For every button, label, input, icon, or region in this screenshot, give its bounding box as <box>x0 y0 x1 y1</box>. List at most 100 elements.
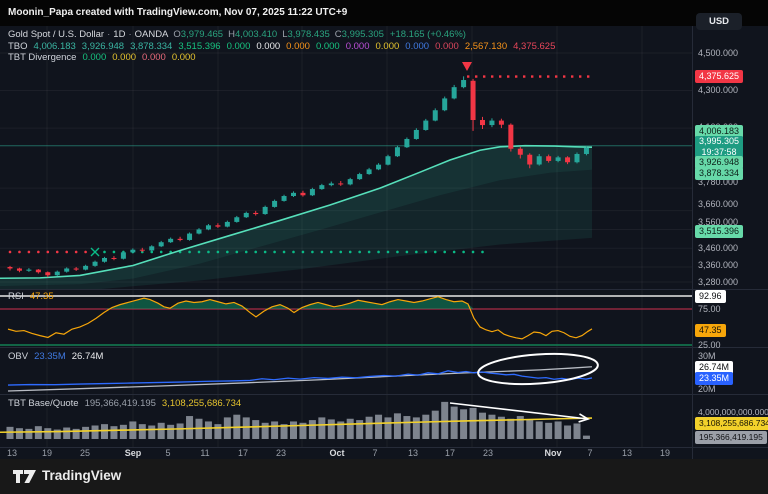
ohlc-key: L <box>282 29 288 40</box>
legend-value: 0.000 <box>256 40 281 52</box>
price-scale-label: 3,460.000 <box>698 243 739 253</box>
time-axis-label: 19 <box>41 448 52 458</box>
ohlc-values: O3,979.465 H4,003.410 L3,978.435 C3,995.305 <box>168 29 384 40</box>
price-scale-label: 3,360.000 <box>698 260 739 270</box>
tbt-label[interactable]: TBT Base/Quote <box>8 398 79 409</box>
ohlc-key: C <box>334 29 342 40</box>
tbo-legend-row: TBO 4,006.183 3,926.948 3,878.334 3,515.396 0… <box>8 41 555 53</box>
price-scale-label: 3,280.000 <box>698 277 739 287</box>
time-axis-label: 7 <box>587 448 593 458</box>
ohlc-value: 4,003.410 <box>234 29 278 40</box>
price-badge: 3,878.334 <box>695 166 744 180</box>
pane-separator[interactable] <box>0 447 768 448</box>
time-axis-label: 23 <box>275 448 286 458</box>
legend-value: 3,926.948 <box>81 40 125 52</box>
time-axis-label: 17 <box>444 448 455 458</box>
footer-bar: TradingView <box>0 459 768 494</box>
price-badge: 47.35 <box>695 323 726 337</box>
legend-value: 0.000 <box>82 52 107 63</box>
rsi-pane-label: RSI 47.35 <box>8 291 60 302</box>
pane-separator[interactable] <box>0 394 768 395</box>
legend: Gold Spot / U.S. Dollar · 1D · OANDA O3,979.4… <box>8 29 555 64</box>
price-scale-label: 75.00 <box>698 304 721 314</box>
tbt-quote-value: 3,108,255,686.734 <box>161 398 242 409</box>
tbo-indicator-label[interactable]: TBO <box>8 40 28 52</box>
obv-pane-label: OBV 23.35M 26.74M <box>8 351 109 362</box>
pane-separator[interactable] <box>0 347 768 348</box>
price-scale-label: 4,500.000 <box>698 48 739 58</box>
legend-value: 0.000 <box>226 40 251 52</box>
legend-value: 4,375.625 <box>513 40 556 52</box>
price-scale-label: 3,660.000 <box>698 199 739 209</box>
price-badge: 4,006.183 <box>695 124 744 138</box>
rsi-value: 47.35 <box>29 291 54 302</box>
legend-value: 0.000 <box>405 40 430 52</box>
currency-button[interactable]: USD <box>696 13 742 30</box>
price-badge: 26.74M <box>695 360 734 374</box>
change-value: +18.165 (+0.46%) <box>389 29 466 40</box>
price-scale-label: 20M <box>698 384 716 394</box>
time-axis-label: Sep <box>124 448 142 458</box>
rsi-pane-canvas[interactable] <box>0 289 692 347</box>
price-badge: 3,108,255,686.734 <box>695 416 768 430</box>
tbt-divergence-legend-row: TBT Divergence 0.000 0.000 0.000 0.000 <box>8 52 555 64</box>
price-badge: 23.35M <box>695 371 734 385</box>
tbt-divergence-label[interactable]: TBT Divergence <box>8 52 77 63</box>
exchange-label[interactable]: OANDA <box>134 29 169 40</box>
legend-value: 0.000 <box>315 40 340 52</box>
legend-value: 3,878.334 <box>130 40 173 52</box>
ohlc-value: 3,995.305 <box>341 29 384 40</box>
price-scale[interactable]: 4,500.0004,300.0004,100.0003,780.0003,66… <box>692 26 768 447</box>
pane-separator[interactable] <box>0 289 768 290</box>
main-pane-canvas[interactable] <box>0 26 692 289</box>
price-scale-label: 4,300.000 <box>698 85 739 95</box>
price-scale-label: 3,780.000 <box>698 177 739 187</box>
time-axis-label: 13 <box>6 448 17 458</box>
legend-value: 0.000 <box>171 52 196 63</box>
chart-container[interactable]: Gold Spot / U.S. Dollar · 1D · OANDA O3,979.4… <box>0 26 768 459</box>
time-axis-label: 7 <box>372 448 378 458</box>
symbol-legend-row: Gold Spot / U.S. Dollar · 1D · OANDA O3,979.4… <box>8 29 466 40</box>
time-axis-label: Oct <box>329 448 345 458</box>
obv-pane-canvas[interactable] <box>0 347 692 394</box>
price-scale-label: 30M <box>698 351 716 361</box>
time-axis-label: 5 <box>165 448 171 458</box>
obv-label[interactable]: OBV <box>8 351 29 362</box>
price-badge: 3,926.948 <box>695 155 744 169</box>
price-badge: 3,515.396 <box>695 224 744 238</box>
tradingview-logo-icon[interactable] <box>13 469 37 484</box>
attribution-text: Moonin_Papa created with TradingView.com… <box>8 7 348 18</box>
ohlc-key: H <box>228 29 235 40</box>
price-badge: 92.96 <box>695 289 726 303</box>
legend-value: 4,006.183 <box>33 40 76 52</box>
price-scale-label: 25.00 <box>698 340 721 350</box>
price-badge: 4,375.625 <box>695 69 744 83</box>
time-axis-label: 19 <box>659 448 670 458</box>
price-badge: 195,366,419.195 <box>695 430 767 444</box>
time-axis-label: 17 <box>237 448 248 458</box>
time-axis-label: Nov <box>544 448 562 458</box>
rsi-label[interactable]: RSI <box>8 291 24 302</box>
ohlc-key: O <box>173 29 181 40</box>
time-axis-label: 13 <box>621 448 632 458</box>
legend-value: 0.000 <box>375 40 400 52</box>
time-axis-label: 11 <box>200 448 210 458</box>
legend-value: 2,567.130 <box>464 40 508 52</box>
symbol-title[interactable]: Gold Spot / U.S. Dollar <box>8 29 105 40</box>
obv-signal-value: 26.74M <box>71 351 104 362</box>
time-axis[interactable]: 13 19 25 Sep 5 11 17 23 Oct 7 13 17 23 Nov 7 13 19 <box>0 447 692 459</box>
time-axis-label: 25 <box>79 448 90 458</box>
legend-value: 0.000 <box>286 40 310 52</box>
legend-value: 0.000 <box>142 52 166 63</box>
tbt-pane-canvas[interactable] <box>0 394 692 447</box>
tbt-base-value: 195,366,419.195 <box>84 398 156 409</box>
legend-value: 3,515.396 <box>178 40 221 52</box>
time-axis-label: 23 <box>482 448 493 458</box>
brand-wordmark[interactable]: TradingView <box>42 468 122 483</box>
interval-label[interactable]: 1D <box>113 29 126 40</box>
price-scale-label: 4,000,000,000.000 <box>698 407 768 417</box>
ohlc-value: 3,979.465 <box>180 29 224 40</box>
ohlc-value: 3,978.435 <box>287 29 330 40</box>
attribution-bar: Moonin_Papa created with TradingView.com… <box>0 0 768 26</box>
